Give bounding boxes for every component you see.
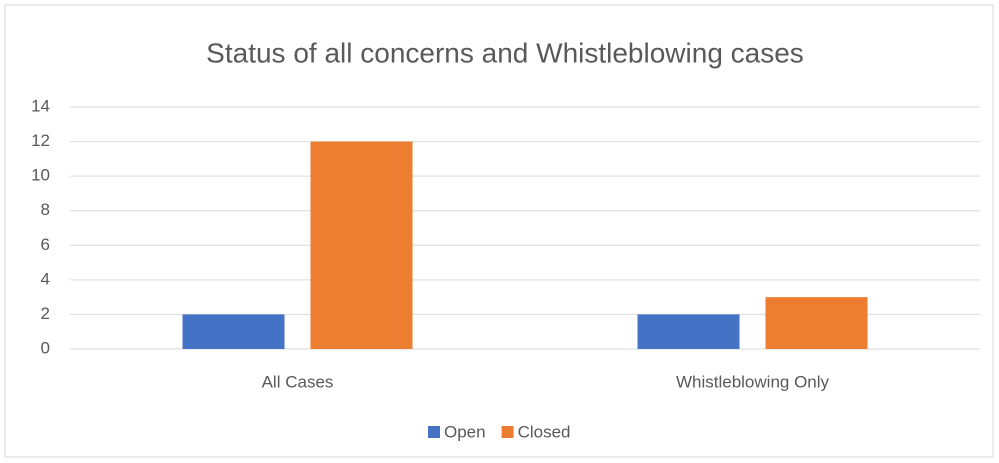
y-tick-label: 10 xyxy=(31,166,50,185)
x-tick-label: Whistleblowing Only xyxy=(676,372,830,391)
bar xyxy=(765,297,868,349)
chart-border xyxy=(4,4,994,458)
y-tick-label: 0 xyxy=(41,338,50,357)
bar xyxy=(637,314,740,349)
x-tick-label: All Cases xyxy=(262,372,334,391)
legend-label: Open xyxy=(444,422,486,441)
y-tick-label: 4 xyxy=(41,269,50,288)
y-tick-label: 14 xyxy=(31,96,50,115)
chart-title: Status of all concerns and Whistleblowin… xyxy=(206,37,804,68)
y-tick-label: 12 xyxy=(31,131,50,150)
bar xyxy=(310,141,413,349)
legend-swatch xyxy=(428,426,440,438)
bar xyxy=(182,314,285,349)
y-tick-label: 2 xyxy=(41,304,50,323)
y-tick-label: 6 xyxy=(41,235,50,254)
y-tick-label: 8 xyxy=(41,200,50,219)
legend-swatch xyxy=(501,426,514,438)
legend-label: Closed xyxy=(518,422,571,441)
